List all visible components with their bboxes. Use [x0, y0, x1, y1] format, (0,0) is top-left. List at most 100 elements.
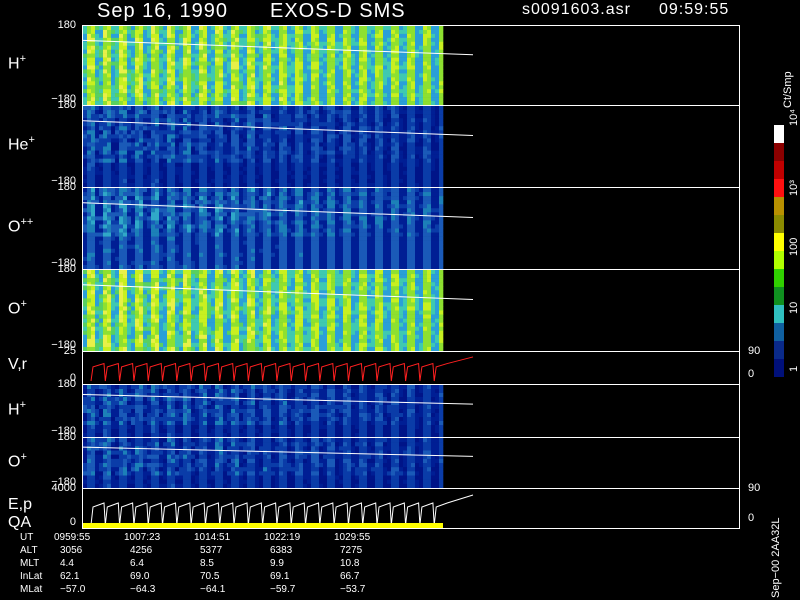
spectrogram-cell	[227, 126, 232, 131]
spectrogram-cell	[235, 174, 240, 180]
spectrogram-cell	[187, 182, 192, 187]
spectrogram-cell	[303, 150, 308, 155]
spectrogram-cell	[323, 208, 328, 213]
spectrogram-cell	[335, 174, 340, 180]
spectrogram-cell	[307, 252, 312, 258]
spectrogram-cell	[131, 158, 136, 163]
spectrogram-cell	[243, 146, 248, 151]
spectrogram-cell	[239, 224, 244, 229]
spectrogram-cell	[351, 256, 356, 262]
spectrogram-cell	[119, 220, 124, 225]
spectrogram-cell	[239, 208, 244, 213]
spectrogram-cell	[195, 45, 200, 50]
spectrogram-cell	[231, 106, 236, 111]
spectrogram-cell	[207, 61, 212, 66]
spectrogram-cell	[171, 49, 176, 54]
spectrogram-cell	[207, 158, 212, 163]
spectrogram-cell	[307, 204, 312, 209]
spectrogram-cell	[275, 73, 280, 78]
spectrogram-cell	[371, 162, 376, 168]
spectrogram-cell	[331, 130, 336, 135]
spectrogram-cell	[411, 174, 416, 180]
spectrogram-cell	[251, 97, 256, 102]
spectrogram-cell	[279, 110, 284, 115]
spectrogram-cell	[211, 26, 216, 31]
spectrogram-cell	[383, 122, 388, 127]
spectrogram-cell	[335, 232, 340, 237]
spectrogram-cell	[251, 65, 256, 70]
spectrogram-cell	[151, 81, 156, 86]
spectrogram-cell	[235, 162, 240, 168]
spectrogram-cell	[87, 170, 92, 176]
spectrogram-cell	[295, 232, 300, 237]
spectrogram-cell	[391, 73, 396, 78]
spectrogram-cell	[91, 57, 96, 62]
spectrogram-cell	[391, 97, 396, 102]
spectrogram-cell	[91, 114, 96, 119]
spectrogram-cell	[91, 188, 96, 193]
spectrogram-cell	[123, 224, 128, 229]
spectrogram-cell	[343, 69, 348, 74]
spectrogram-cell	[431, 114, 436, 119]
spectrogram-cell	[355, 158, 360, 163]
spectrogram-cell	[399, 162, 404, 168]
spectrogram-cell	[255, 232, 260, 237]
spectrogram-cell	[415, 101, 420, 105]
spectrogram-cell	[255, 110, 260, 115]
spectrogram-cell	[387, 57, 392, 62]
spectrogram-cell	[287, 142, 292, 147]
spectrogram-cell	[335, 81, 340, 86]
spectrogram-cell	[399, 114, 404, 119]
spectrogram-cell	[171, 174, 176, 180]
spectrogram-cell	[259, 232, 264, 237]
spectrogram-cell	[167, 220, 172, 225]
spectrogram-cell	[167, 150, 172, 155]
spectrogram-cell	[179, 252, 184, 258]
spectrogram-cell	[123, 73, 128, 78]
spectrogram-cell	[191, 122, 196, 127]
spectrogram-cell	[247, 85, 252, 90]
spectrogram-cell	[275, 57, 280, 62]
spectrogram-cell	[127, 228, 132, 233]
spectrogram-cell	[195, 69, 200, 74]
spectrogram-cell	[335, 106, 340, 111]
spectrogram-cell	[91, 65, 96, 70]
spectrogram-cell	[287, 192, 292, 197]
spectrogram-cell	[167, 166, 172, 172]
spectrogram-cell	[223, 200, 228, 205]
spectrogram-cell	[255, 138, 260, 143]
spectrogram-cell	[227, 85, 232, 90]
spectrogram-cell	[115, 162, 120, 168]
spectrogram-cell	[279, 122, 284, 127]
spectrogram-cell	[247, 196, 252, 201]
spectrogram-cell	[439, 77, 444, 82]
spectrogram-cell	[235, 114, 240, 119]
spectrogram-cell	[131, 224, 136, 229]
spectrogram-cell	[187, 146, 192, 151]
spectrogram-cell	[427, 97, 432, 102]
pitch-angle-trace	[83, 120, 474, 137]
spectrogram-cell	[83, 204, 88, 209]
spectrogram-cell	[183, 154, 188, 159]
spectrogram-cell	[387, 110, 392, 115]
spectrogram-cell	[311, 142, 316, 147]
spectrogram-cell	[247, 228, 252, 233]
spectrogram-cell	[195, 61, 200, 66]
spectrogram-cell	[151, 170, 156, 176]
spectrogram-cell	[419, 26, 424, 31]
spectrogram-cell	[291, 81, 296, 86]
spectrogram-cell	[83, 122, 88, 127]
spectrogram-cell	[259, 134, 264, 139]
spectrogram-cell	[439, 37, 444, 43]
spectrogram-cell	[315, 101, 320, 105]
spectrogram-cell	[339, 154, 344, 159]
spectrogram-cell	[107, 236, 112, 241]
spectrogram-cell	[315, 224, 320, 229]
spectrogram-cell	[143, 37, 148, 43]
spectrogram-cell	[411, 45, 416, 50]
spectrogram-cell	[307, 26, 312, 31]
spectrogram-cell	[107, 192, 112, 197]
spectrogram-cell	[403, 146, 408, 151]
spectrogram-cell	[175, 212, 180, 217]
spectrogram-cell	[271, 248, 276, 254]
